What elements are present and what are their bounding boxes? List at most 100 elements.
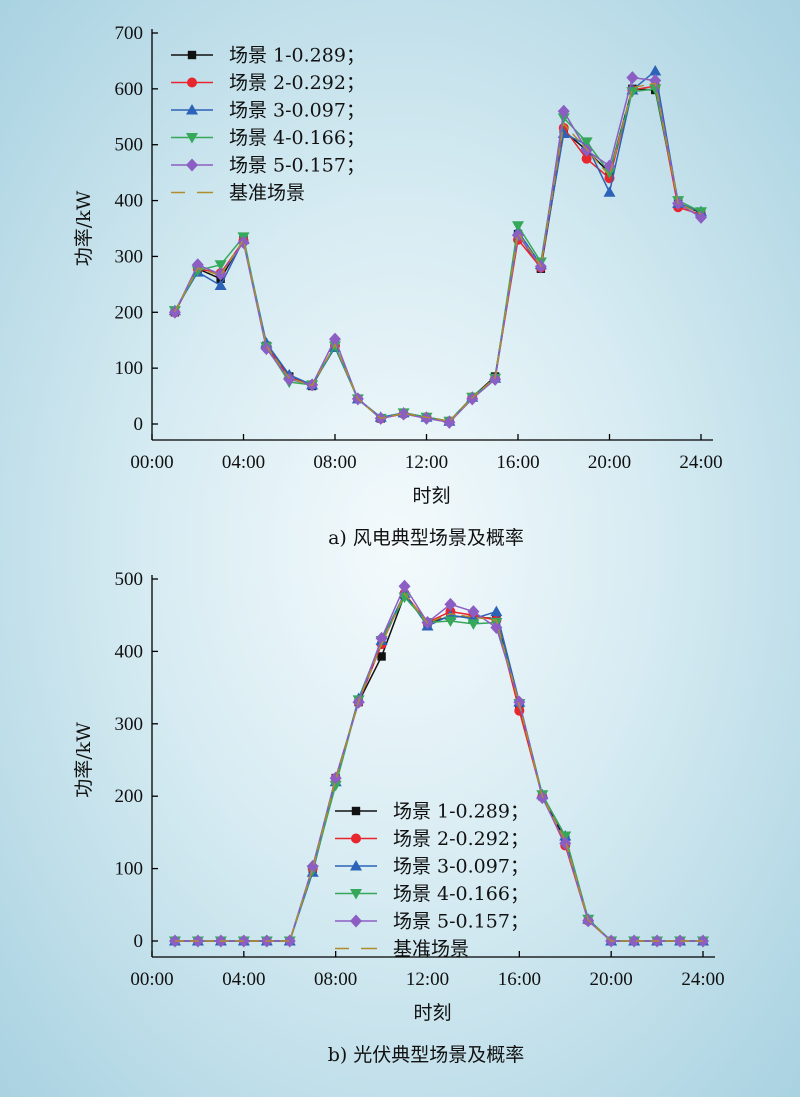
x-axis-title: 时刻: [413, 1002, 451, 1024]
data-point: [603, 168, 616, 179]
data-point: [237, 235, 250, 249]
legend-label: 基准场景: [229, 182, 305, 204]
data-point: [444, 616, 457, 627]
x-tick-label: 16:00: [498, 969, 541, 990]
y-tick-label: 600: [115, 79, 144, 100]
data-point: [513, 695, 526, 709]
x-tick-label: 00:00: [130, 969, 173, 990]
data-point: [628, 934, 641, 948]
x-tick-label: 08:00: [314, 969, 357, 990]
legend-label: 场景 4-0.166；: [229, 127, 365, 149]
data-point: [559, 836, 572, 850]
legend-marker: [187, 77, 197, 88]
legend-marker: [186, 133, 198, 144]
legend: 场景 1-0.289； 场景 2-0.292； 场景 3-0.097； 场景 4-0.…: [335, 801, 529, 960]
legend-marker: [350, 860, 362, 871]
legend-marker: [187, 50, 197, 60]
y-tick-label: 100: [115, 859, 144, 880]
data-point: [214, 260, 227, 271]
data-point: [260, 342, 273, 356]
data-point: [375, 631, 388, 645]
y-tick-label: 0: [134, 414, 144, 435]
data-point: [420, 411, 433, 425]
data-point: [191, 258, 204, 272]
data-point: [489, 372, 502, 386]
data-point: [649, 64, 662, 76]
x-tick-label: 20:00: [588, 452, 631, 473]
y-tick-label: 700: [115, 23, 144, 44]
series-line: [174, 592, 703, 942]
data-point: [695, 210, 707, 224]
x-tick-label: 16:00: [496, 452, 539, 473]
legend-label: 场景 1-0.289；: [229, 45, 365, 67]
chart-caption: b) 光伏典型场景及概率: [328, 1044, 525, 1066]
x-axis-title: 时刻: [412, 485, 450, 507]
data-point: [649, 84, 662, 95]
y-axis-title: 功率/kW: [73, 722, 95, 798]
x-tick-label: 24:00: [679, 452, 722, 473]
y-tick-label: 400: [115, 641, 144, 662]
x-tick-label: 04:00: [222, 452, 265, 473]
legend: 场景 1-0.289； 场景 2-0.292； 场景 3-0.097； 场景 4-0.…: [171, 45, 365, 204]
series-line: [174, 82, 702, 422]
data-point: [398, 579, 411, 593]
y-tick-label: 0: [134, 931, 144, 952]
data-point: [626, 71, 639, 85]
legend-marker: [351, 833, 361, 844]
legend-marker: [350, 914, 362, 928]
x-tick-label: 24:00: [681, 969, 724, 990]
chart-caption: a) 风电典型场景及概率: [328, 527, 524, 549]
data-point: [444, 597, 457, 611]
x-tick-label: 12:00: [405, 452, 448, 473]
data-point: [580, 137, 593, 148]
data-point: [214, 279, 227, 290]
data-point: [490, 605, 503, 617]
legend-label: 场景 2-0.292；: [229, 72, 365, 94]
y-tick-label: 500: [115, 569, 144, 590]
data-point: [557, 104, 570, 118]
data-point: [512, 221, 524, 232]
legend-label: 场景 2-0.292；: [393, 828, 529, 850]
data-point: [467, 605, 480, 619]
legend-label: 场景 5-0.157；: [393, 911, 529, 933]
legend-label: 场景 1-0.289；: [393, 801, 529, 823]
y-tick-label: 100: [115, 358, 144, 379]
y-tick-label: 500: [115, 135, 144, 156]
x-tick-label: 04:00: [222, 969, 265, 990]
legend-label: 场景 3-0.097；: [393, 856, 529, 878]
data-point: [283, 934, 296, 948]
data-point: [603, 159, 616, 173]
y-tick-label: 400: [115, 191, 144, 212]
data-point: [168, 305, 181, 319]
legend-marker: [350, 889, 362, 900]
data-point: [283, 372, 296, 386]
data-point: [397, 407, 410, 421]
data-point: [580, 143, 593, 157]
legend-marker: [351, 806, 361, 816]
data-point: [674, 934, 687, 948]
y-tick-label: 200: [115, 302, 144, 323]
data-point: [329, 332, 341, 346]
y-tick-label: 200: [115, 786, 144, 807]
x-tick-label: 08:00: [313, 452, 356, 473]
legend-label: 基准场景: [393, 938, 469, 960]
legend-label: 场景 5-0.157；: [229, 155, 365, 177]
legend-marker: [186, 104, 198, 115]
series-5: [168, 71, 707, 429]
series-6: [174, 82, 702, 422]
series-line: [174, 76, 702, 424]
data-point: [398, 592, 411, 604]
x-tick-label: 12:00: [406, 969, 449, 990]
y-tick-label: 300: [115, 246, 144, 267]
legend-label: 场景 3-0.097；: [229, 100, 365, 122]
data-point: [603, 186, 616, 197]
data-point: [329, 771, 342, 785]
x-tick-label: 00:00: [130, 452, 173, 473]
data-point: [377, 652, 386, 661]
data-point: [581, 153, 592, 164]
legend-label: 场景 4-0.166；: [393, 883, 529, 905]
legend-marker: [186, 158, 198, 172]
chart-wind-scenarios: 0 100 200 300 400 500 600 700 00:00 04:00 08:00 12:…: [73, 23, 723, 549]
series-6: [174, 592, 703, 942]
chart-pv-scenarios: 0 100 200 300 400 500 00:00 04:00 08:00 12:00 16:0…: [73, 569, 725, 1066]
